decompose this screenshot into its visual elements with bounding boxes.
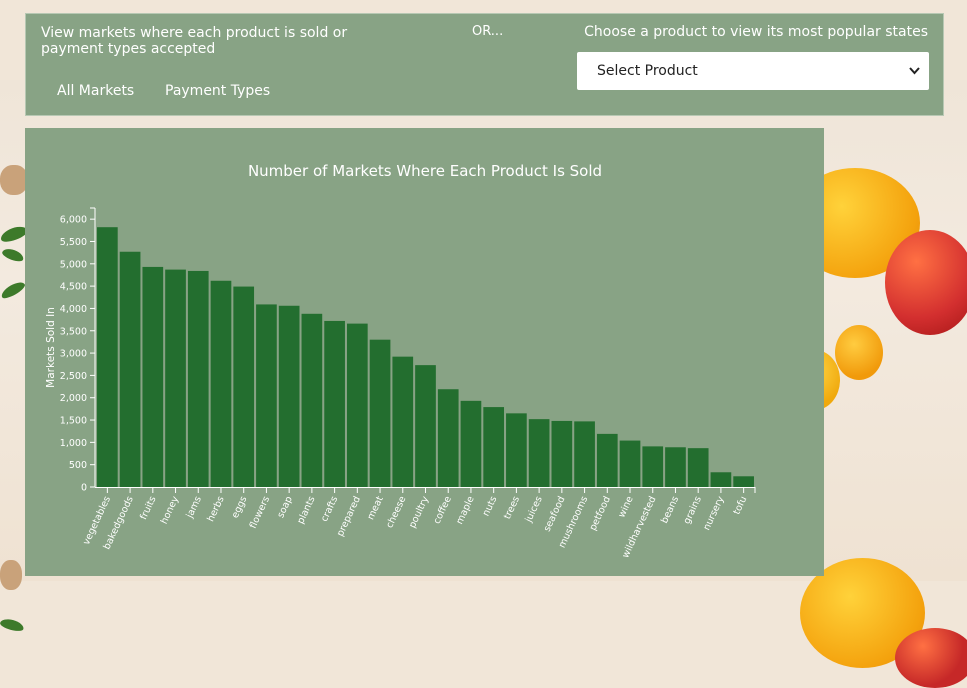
bar — [369, 339, 391, 487]
nectarine-image — [895, 628, 967, 688]
chart-title: Number of Markets Where Each Product Is … — [247, 162, 603, 180]
bar — [324, 320, 345, 487]
x-tick-label: nursery — [701, 494, 726, 532]
leaf-image — [0, 246, 26, 264]
y-tick-label: 3,500 — [60, 326, 87, 337]
or-label: OR... — [472, 24, 504, 39]
x-tick-label: crafts — [319, 495, 340, 524]
bar — [528, 419, 550, 487]
chart-panel: Number of Markets Where Each Product Is … — [25, 128, 824, 576]
x-tick-label: coffee — [432, 494, 454, 525]
leaf-image — [0, 279, 27, 301]
x-tick-label: wine — [616, 494, 635, 519]
x-tick-label: honey — [159, 494, 182, 526]
y-tick-label: 6,000 — [60, 215, 87, 226]
bar — [142, 266, 164, 487]
x-tick-label: tofu — [731, 495, 749, 517]
bar — [415, 365, 436, 487]
x-tick-label: plants — [295, 495, 317, 526]
x-tick-label: meat — [365, 494, 386, 521]
x-tick-label: poultry — [407, 494, 431, 530]
bar — [551, 420, 573, 487]
x-tick-label: jams — [184, 495, 204, 521]
ginger-image — [0, 560, 22, 590]
x-tick-label: seafood — [542, 495, 568, 534]
bar — [574, 421, 595, 487]
y-tick-label: 2,000 — [60, 393, 87, 404]
y-tick-label: 5,000 — [60, 259, 87, 270]
ginger-image — [0, 165, 28, 195]
y-tick-label: 5,500 — [60, 237, 87, 248]
bar — [301, 313, 323, 487]
x-tick-label: fruits — [138, 495, 158, 522]
bar-chart: 0 500 1,000 1,500 2,000 2,500 3,000 3,500 4,000 4… — [45, 207, 756, 560]
bar — [687, 448, 709, 487]
y-tick-label: 4,000 — [60, 304, 87, 315]
y-tick-label: 0 — [81, 483, 87, 494]
bar — [392, 356, 414, 487]
product-select[interactable]: Select Product — [577, 52, 929, 90]
x-tick-label: beans — [659, 495, 681, 526]
intro-text: View markets where each product is sold … — [41, 25, 348, 57]
nectarine-image — [885, 230, 967, 335]
bar — [665, 447, 686, 487]
bar — [187, 270, 209, 487]
chevron-down-icon — [909, 52, 920, 105]
x-tick-label: herbs — [205, 495, 226, 524]
bar — [165, 269, 186, 487]
x-tick-label: flowers — [248, 495, 272, 531]
bar — [437, 389, 459, 487]
leaf-image — [0, 617, 25, 633]
bar — [97, 227, 118, 487]
payment-types-button[interactable]: Payment Types — [165, 83, 271, 99]
x-tick-label: juices — [523, 495, 545, 525]
y-tick-label: 500 — [69, 460, 87, 471]
bar — [619, 440, 641, 487]
controls-panel: View markets where each product is sold … — [25, 13, 944, 116]
y-tick-label: 1,000 — [60, 438, 87, 449]
x-tick-label: maple — [454, 494, 477, 526]
x-tick-label: petfood — [588, 495, 613, 533]
bar — [210, 280, 232, 487]
x-tick-label: soap — [275, 495, 295, 520]
bar — [642, 446, 664, 487]
bar — [710, 472, 732, 487]
y-tick-label: 3,000 — [60, 349, 87, 360]
y-tick-label: 4,500 — [60, 282, 87, 293]
product-select-value: Select Product — [597, 63, 698, 79]
kumquat-image — [835, 325, 883, 380]
bar — [233, 286, 255, 487]
bar — [256, 304, 277, 487]
x-tick-label: cheese — [384, 494, 408, 529]
bar — [506, 413, 527, 487]
bar — [278, 305, 300, 487]
choose-product-label: Choose a product to view its most popula… — [584, 24, 928, 40]
y-tick-label: 1,500 — [60, 416, 87, 427]
y-tick-label: 2,500 — [60, 371, 87, 382]
bar — [346, 323, 368, 487]
x-tick-label: eggs — [230, 495, 250, 520]
x-tick-label: trees — [502, 495, 522, 522]
all-markets-button[interactable]: All Markets — [57, 83, 135, 99]
bar — [596, 433, 618, 487]
bar — [119, 251, 141, 487]
x-tick-label: nuts — [481, 495, 500, 518]
bar — [483, 407, 505, 487]
bar — [460, 400, 482, 487]
x-tick-label: grains — [682, 495, 704, 526]
y-axis-label: Markets Sold In — [45, 307, 57, 388]
bar — [733, 476, 754, 487]
